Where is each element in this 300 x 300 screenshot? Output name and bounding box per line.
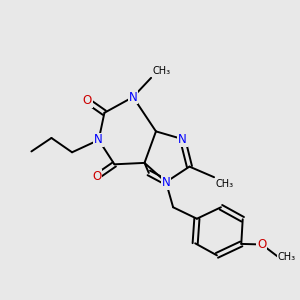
Text: N: N	[162, 176, 170, 189]
Text: O: O	[257, 238, 266, 251]
Text: N: N	[178, 133, 187, 146]
Text: N: N	[129, 91, 137, 103]
Text: N: N	[94, 134, 103, 146]
Text: CH₃: CH₃	[278, 251, 296, 262]
Text: O: O	[92, 170, 101, 183]
Text: CH₃: CH₃	[152, 66, 171, 76]
Text: CH₃: CH₃	[215, 178, 234, 189]
Text: O: O	[82, 94, 92, 107]
